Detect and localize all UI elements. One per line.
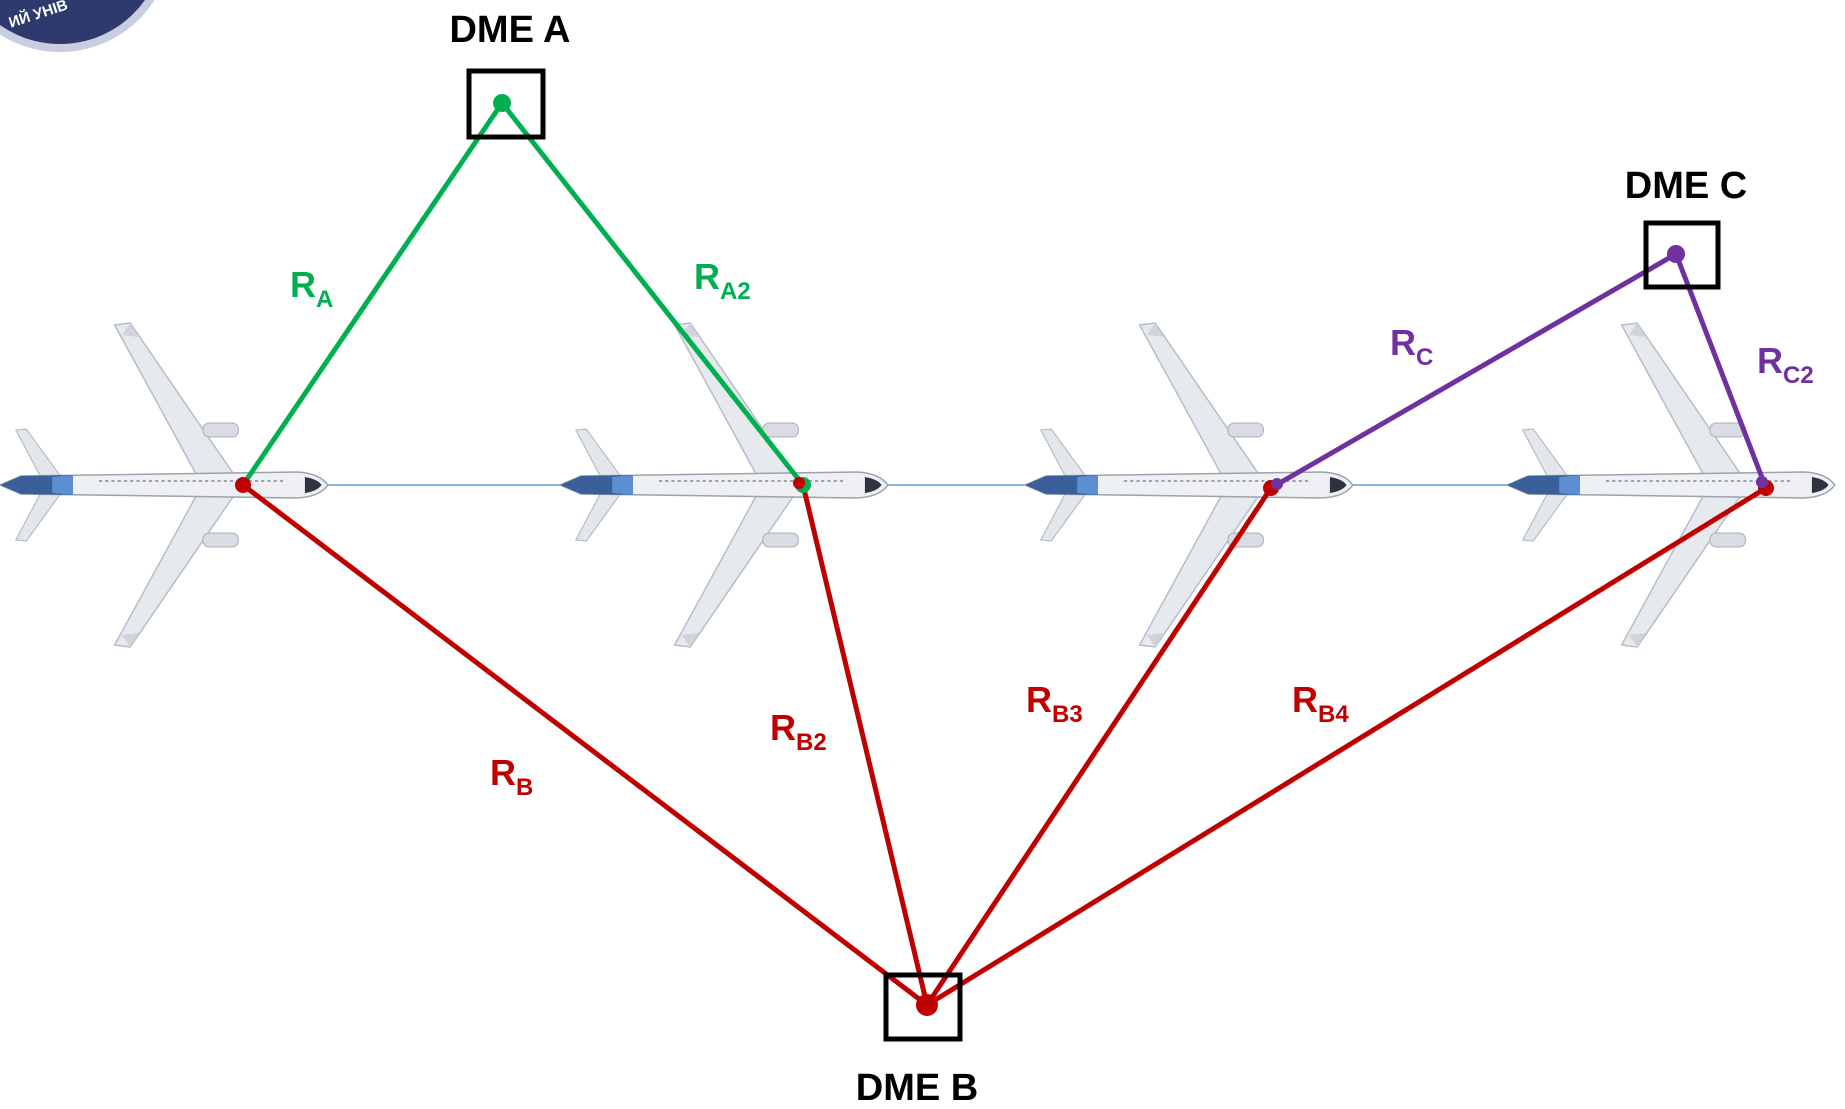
airliner-top-view-icon bbox=[0, 321, 329, 649]
range-line-rb bbox=[240, 482, 930, 1008]
aircraft-1-position-dot bbox=[235, 477, 251, 493]
dme-a-station: DME A bbox=[449, 9, 571, 140]
dme-c-label: DME C bbox=[1625, 165, 1747, 207]
range-label-ra2: RA2 bbox=[694, 256, 751, 305]
dme-a-antenna-dot bbox=[493, 94, 511, 112]
dme-c-marker-box bbox=[1643, 220, 1721, 290]
range-label-rb3: RB3 bbox=[1026, 679, 1083, 728]
range-line-rc bbox=[1268, 251, 1679, 491]
range-line-rb3 bbox=[924, 485, 1274, 1008]
aircraft-1 bbox=[0, 321, 329, 649]
dme-b-antenna-dot bbox=[916, 994, 938, 1016]
dme-c-station: DME C bbox=[1625, 165, 1747, 290]
range-label-rb2: RB2 bbox=[770, 707, 827, 756]
aircraft-4-position-dot-c bbox=[1756, 476, 1768, 488]
range-label-rc2: RC2 bbox=[1757, 340, 1814, 389]
range-label-rc: RC bbox=[1390, 322, 1433, 371]
range-line-rb2 bbox=[800, 482, 930, 1008]
range-line-rc2 bbox=[1673, 251, 1769, 491]
university-logo: ИЙ УНІВ bbox=[0, 0, 155, 52]
range-line-rb4 bbox=[924, 485, 1769, 1008]
airliner-top-view-icon bbox=[1024, 321, 1354, 649]
dme-c-antenna-dot bbox=[1667, 245, 1685, 263]
aircraft-3-position-dot-c bbox=[1271, 478, 1283, 490]
logo-disc bbox=[0, 0, 145, 44]
range-label-rb4: RB4 bbox=[1292, 679, 1349, 728]
dme-a-marker-box bbox=[466, 68, 546, 140]
dme-a-label: DME A bbox=[449, 9, 570, 51]
range-line-ra bbox=[240, 100, 505, 488]
aircraft-2 bbox=[559, 321, 889, 649]
dme-b-station: DME B bbox=[856, 972, 978, 1109]
aircraft-3 bbox=[1024, 321, 1354, 649]
range-label-ra: RA bbox=[290, 264, 333, 313]
aircraft-2-position-dot-b bbox=[793, 477, 805, 489]
dme-b-marker-box bbox=[883, 972, 963, 1042]
airliner-top-view-icon bbox=[559, 321, 889, 649]
range-line-ra2 bbox=[499, 100, 806, 488]
range-label-rb: RB bbox=[490, 752, 533, 801]
dme-b-label: DME B bbox=[856, 1067, 978, 1109]
